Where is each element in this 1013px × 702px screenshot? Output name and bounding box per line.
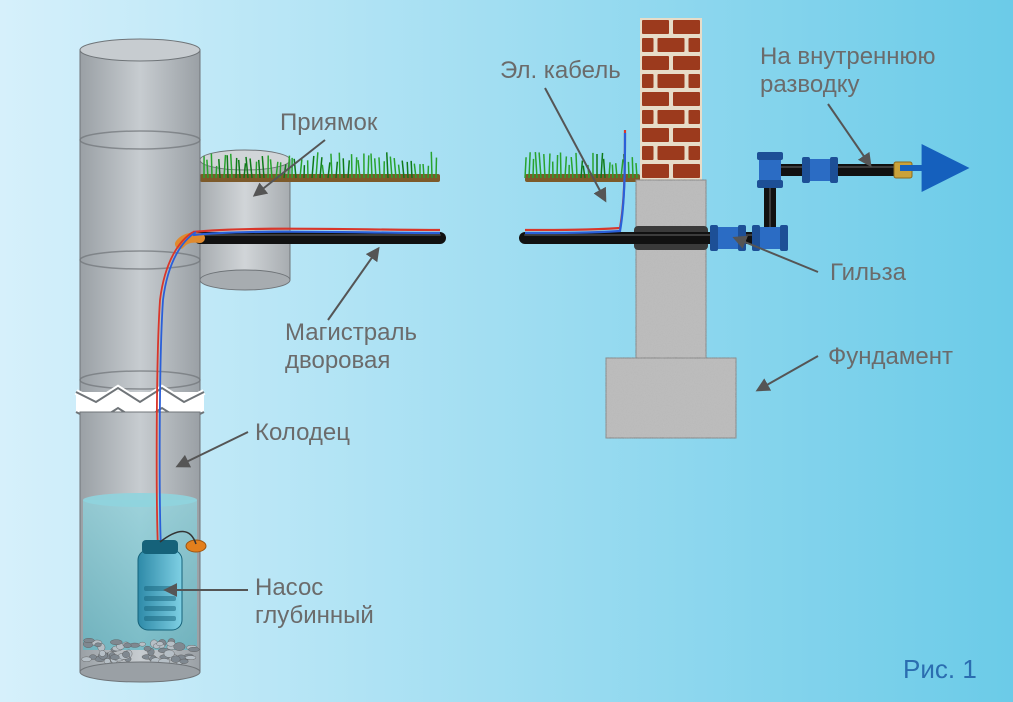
label-cable: Эл. кабель xyxy=(500,57,621,84)
figure-caption: Рис. 1 xyxy=(903,654,977,684)
label-main_l2: дворовая xyxy=(285,347,390,374)
label-well: Колодец xyxy=(255,419,350,446)
label-to_indoor_l2: разводку xyxy=(760,71,860,98)
diagram-stage: Приямок Эл. кабель На внутреннююразводку Ги… xyxy=(0,0,1013,702)
label-to_indoor_l1: На внутреннюю xyxy=(760,43,936,70)
label-foundation: Фундамент xyxy=(828,343,953,370)
label-pump_l2: глубинный xyxy=(255,602,374,629)
label-pump_l1: Насос xyxy=(255,574,323,601)
brick-wall xyxy=(640,18,702,180)
label-pit: Приямок xyxy=(280,109,378,136)
label-sleeve: Гильза xyxy=(830,259,907,286)
label-main_l1: Магистраль xyxy=(285,319,417,346)
